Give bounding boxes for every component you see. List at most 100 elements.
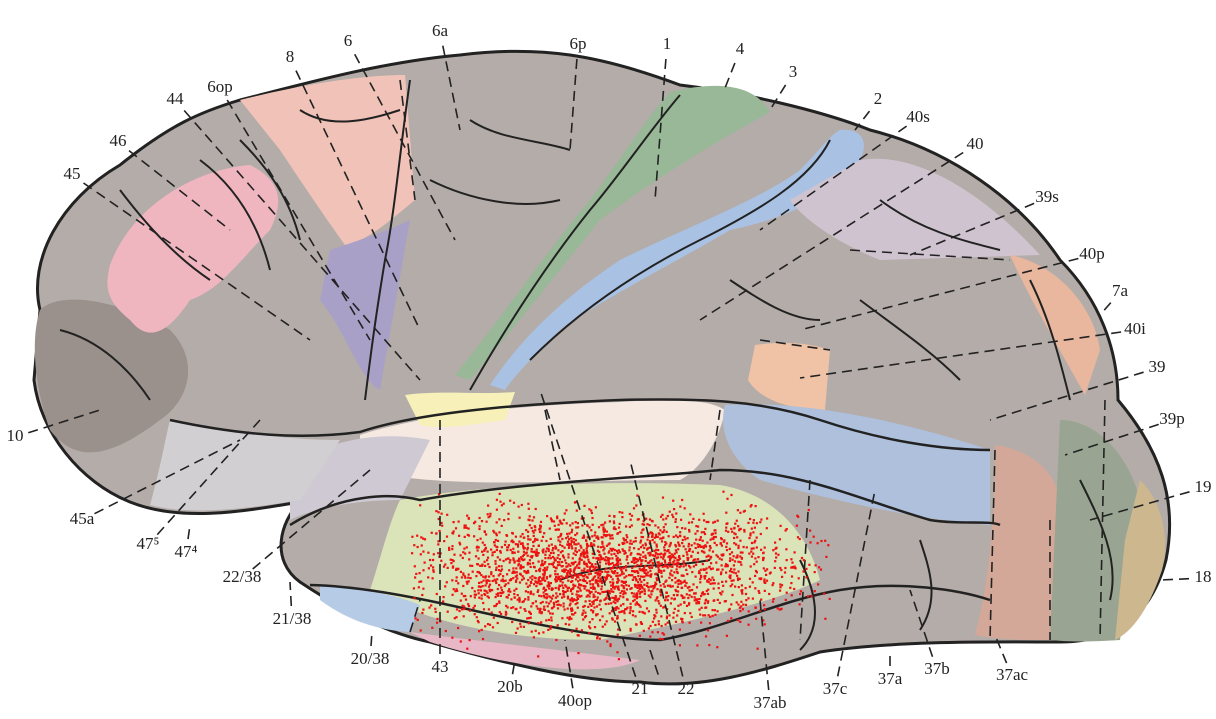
activation-dot bbox=[539, 520, 543, 523]
activation-dot bbox=[640, 562, 643, 565]
activation-dot bbox=[541, 579, 544, 582]
activation-dot bbox=[711, 609, 714, 612]
activation-dot bbox=[435, 592, 438, 596]
activation-dot bbox=[465, 580, 468, 583]
activation-dot bbox=[569, 524, 572, 527]
activation-dot bbox=[694, 546, 697, 550]
activation-dot bbox=[572, 538, 575, 541]
activation-dot bbox=[586, 536, 589, 539]
activation-dot bbox=[702, 568, 705, 571]
activation-dot bbox=[750, 555, 753, 558]
activation-dot bbox=[757, 589, 760, 593]
activation-dot bbox=[640, 569, 643, 572]
activation-dot bbox=[541, 559, 544, 562]
activation-dot bbox=[556, 573, 559, 576]
activation-dot bbox=[541, 600, 544, 604]
activation-dot bbox=[704, 544, 707, 547]
activation-dot bbox=[666, 514, 669, 518]
activation-dot bbox=[693, 592, 696, 595]
activation-dot bbox=[487, 608, 490, 611]
activation-dot bbox=[500, 504, 503, 507]
activation-dot bbox=[513, 551, 516, 554]
activation-dot bbox=[547, 547, 550, 550]
activation-dot bbox=[504, 610, 507, 613]
activation-dot bbox=[799, 592, 802, 596]
activation-dot bbox=[649, 531, 652, 534]
activation-dot bbox=[487, 504, 490, 507]
activation-dot bbox=[422, 587, 425, 590]
activation-dot bbox=[568, 623, 571, 626]
activation-dot bbox=[674, 518, 677, 521]
activation-dot bbox=[572, 563, 575, 566]
activation-dot bbox=[700, 621, 703, 624]
activation-dot bbox=[567, 546, 571, 549]
activation-dot bbox=[649, 624, 652, 628]
activation-dot bbox=[516, 598, 519, 601]
activation-dot bbox=[594, 531, 597, 534]
activation-dot bbox=[599, 572, 602, 575]
activation-dot bbox=[638, 587, 642, 591]
activation-dot bbox=[552, 561, 555, 564]
activation-dot bbox=[507, 544, 510, 547]
activation-dot bbox=[555, 579, 558, 582]
activation-dot bbox=[504, 613, 507, 616]
activation-dot bbox=[609, 643, 612, 646]
activation-dot bbox=[737, 560, 740, 563]
activation-dot bbox=[744, 592, 748, 596]
activation-dot bbox=[417, 586, 420, 589]
activation-dot bbox=[591, 563, 594, 566]
activation-dot bbox=[416, 545, 419, 549]
activation-dot bbox=[678, 544, 681, 547]
activation-dot bbox=[560, 532, 563, 536]
activation-dot bbox=[740, 605, 743, 608]
activation-dot bbox=[480, 597, 483, 600]
activation-dot bbox=[570, 539, 573, 542]
activation-dot bbox=[512, 567, 515, 570]
activation-dot bbox=[557, 588, 560, 591]
activation-dot bbox=[626, 541, 629, 544]
activation-dot bbox=[529, 538, 532, 541]
activation-dot bbox=[603, 547, 606, 550]
activation-dot bbox=[612, 590, 615, 593]
area-label: 37a bbox=[878, 669, 903, 688]
activation-dot bbox=[695, 538, 698, 541]
activation-dot bbox=[793, 587, 796, 591]
activation-dot bbox=[802, 559, 805, 562]
activation-dot bbox=[568, 604, 571, 607]
activation-dot bbox=[494, 560, 497, 563]
activation-dot bbox=[690, 521, 694, 524]
activation-dot bbox=[427, 551, 430, 554]
activation-dot bbox=[511, 571, 514, 574]
activation-dot bbox=[646, 547, 650, 550]
activation-dot bbox=[550, 520, 554, 523]
activation-dot bbox=[538, 528, 541, 531]
activation-dot bbox=[657, 566, 660, 569]
activation-dot bbox=[681, 595, 684, 598]
area-label: 4 bbox=[736, 39, 745, 58]
activation-dot bbox=[544, 553, 547, 556]
activation-dot bbox=[637, 581, 640, 584]
activation-dot bbox=[577, 652, 580, 655]
activation-dot bbox=[506, 546, 509, 549]
activation-dot bbox=[615, 585, 618, 588]
activation-dot bbox=[640, 531, 643, 534]
activation-dot bbox=[751, 597, 754, 600]
activation-dot bbox=[497, 565, 500, 568]
activation-dot bbox=[713, 582, 716, 585]
activation-dot bbox=[694, 575, 697, 578]
activation-dot bbox=[712, 587, 715, 590]
activation-dot bbox=[650, 519, 654, 522]
activation-dot bbox=[653, 536, 656, 539]
activation-dot bbox=[491, 589, 494, 592]
activation-dot bbox=[699, 568, 702, 571]
activation-dot bbox=[669, 541, 672, 545]
activation-dot bbox=[527, 617, 531, 620]
activation-dot bbox=[500, 612, 503, 616]
activation-dot bbox=[730, 603, 733, 606]
activation-dot bbox=[423, 538, 427, 541]
activation-dot bbox=[687, 545, 690, 548]
activation-dot bbox=[527, 502, 530, 505]
activation-dot bbox=[567, 586, 570, 589]
activation-dot bbox=[568, 572, 572, 575]
activation-dot bbox=[528, 559, 531, 562]
